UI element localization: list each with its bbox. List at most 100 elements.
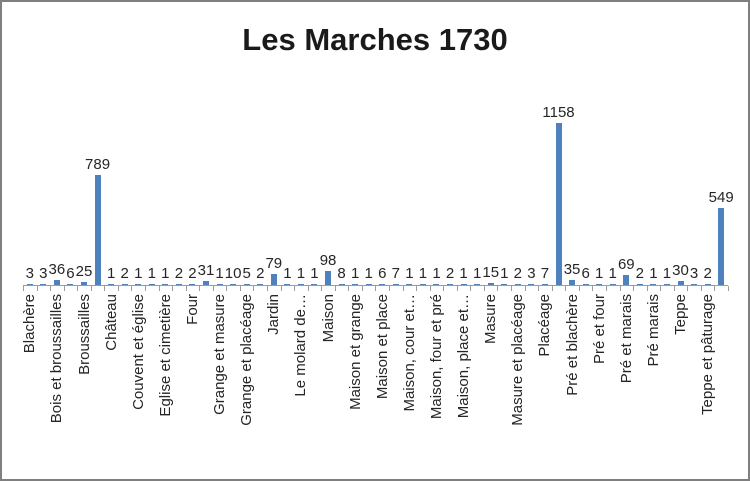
bar — [623, 275, 630, 285]
axis-tick — [361, 286, 363, 291]
bar-value-label: 6 — [378, 264, 387, 282]
bar-value-label: 1 — [283, 264, 292, 282]
axis-tick — [199, 286, 201, 291]
x-axis-label: Couvent et église — [129, 294, 147, 410]
x-axis-label: Maison et grange — [346, 294, 364, 410]
bar — [419, 283, 426, 285]
bar-value-label: 2 — [445, 264, 455, 282]
x-axis-label: Blachère — [21, 294, 39, 354]
bar-value-label: 1 — [215, 264, 224, 282]
bar-value-label: 1 — [459, 264, 468, 282]
x-axis-label: Maison et place — [373, 294, 391, 400]
bar — [569, 280, 576, 285]
axis-tick — [565, 286, 567, 291]
bar — [582, 283, 589, 285]
bar — [650, 283, 657, 285]
axis-tick — [497, 286, 499, 291]
bar-value-label: 1 — [472, 264, 482, 282]
bar-value-label: 1 — [432, 264, 441, 282]
bar-value-label: 2 — [188, 264, 197, 282]
bar-value-label: 1 — [296, 264, 306, 282]
x-axis-label: Maison, place et… — [455, 294, 473, 419]
bar-value-label: 1 — [405, 264, 414, 282]
x-axis-label: Pré et four — [590, 294, 608, 365]
axis-tick — [538, 286, 540, 291]
axis-tick — [714, 286, 716, 291]
bar-value-label: 35 — [563, 261, 581, 279]
axis-tick — [483, 286, 485, 291]
bar — [596, 283, 603, 285]
bar — [555, 122, 562, 285]
axis-tick — [375, 286, 377, 291]
axis-tick — [578, 286, 580, 291]
bar-value-label: 69 — [617, 256, 635, 274]
bar-value-label: 8 — [337, 264, 346, 282]
axis-tick — [389, 286, 391, 291]
x-axis-label: Château — [102, 294, 120, 351]
axis-tick — [172, 286, 174, 291]
axis-tick — [145, 286, 146, 291]
bar — [365, 283, 372, 285]
bar — [541, 283, 548, 285]
axis-tick — [267, 286, 269, 291]
bar-value-label: 7 — [540, 264, 550, 282]
bar-value-label: 1 — [608, 264, 617, 282]
bar — [26, 283, 33, 285]
bar — [203, 280, 210, 285]
bar — [257, 283, 264, 285]
axis-tick — [727, 286, 729, 291]
x-axis-label: Pré marais — [644, 294, 662, 367]
x-axis-label: Pré et marais — [617, 294, 635, 384]
bar — [609, 283, 616, 285]
axis-tick — [551, 286, 553, 291]
bar — [121, 283, 128, 285]
axis-tick — [185, 286, 187, 291]
bar-value-label: 1 — [364, 264, 373, 282]
bar — [514, 283, 521, 285]
x-axis-label: Broussailles — [75, 294, 93, 375]
bar-value-label: 1 — [134, 264, 143, 282]
axis-tick — [131, 286, 133, 291]
axis-tick — [700, 286, 702, 291]
x-axis-label: Maison — [319, 294, 337, 343]
bar-value-label: 7 — [391, 264, 400, 282]
bar-value-label: 1158 — [542, 103, 575, 121]
bar-value-label: 6 — [581, 264, 590, 282]
bar — [189, 283, 196, 285]
bar — [460, 283, 467, 285]
bar-value-label: 1 — [595, 264, 604, 282]
bar — [243, 283, 250, 285]
bar-value-label: 2 — [256, 264, 265, 282]
bar — [270, 273, 277, 285]
axis-tick — [673, 286, 675, 291]
axis-tick — [470, 286, 472, 291]
bar — [94, 174, 101, 285]
x-axis-label: Teppe et pâturage — [699, 294, 717, 415]
x-axis-line — [23, 285, 728, 286]
bar — [474, 283, 481, 285]
bar-value-label: 3 — [527, 264, 536, 282]
axis-tick — [253, 286, 255, 291]
bar — [691, 283, 698, 285]
bar-value-label: 1 — [649, 264, 658, 282]
axis-tick — [592, 286, 594, 291]
bar-value-label: 15 — [482, 263, 500, 281]
bar-value-label: 1 — [500, 264, 509, 282]
bar — [487, 282, 494, 285]
bar-value-label: 5 — [242, 264, 251, 282]
x-axis-label: Grange et masure — [211, 294, 229, 415]
bar-value-label: 2 — [174, 264, 184, 282]
bar — [433, 283, 440, 285]
bar — [216, 283, 223, 285]
bar-value-label: 2 — [635, 264, 644, 282]
bar-value-label: 30 — [672, 261, 689, 279]
bar-value-label: 10 — [224, 264, 242, 282]
axis-tick — [456, 286, 458, 291]
bar-value-label: 31 — [197, 261, 215, 279]
axis-tick — [36, 286, 38, 291]
axis-tick — [524, 286, 526, 291]
bar — [175, 283, 182, 285]
bar-value-label: 1 — [418, 264, 428, 282]
